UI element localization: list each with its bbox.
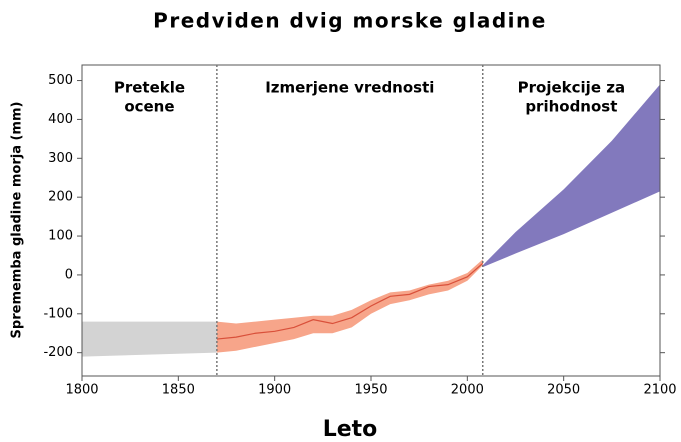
y-tick-label: 300 xyxy=(48,151,73,166)
x-axis-label: Leto xyxy=(323,417,378,442)
section-label: Pretekle xyxy=(114,79,185,97)
section-label: Projekcije za xyxy=(518,79,625,97)
section-label: prihodnost xyxy=(525,98,617,116)
y-tick-label: 200 xyxy=(48,190,73,205)
y-tick-label: -200 xyxy=(43,345,73,360)
x-tick-label: 2050 xyxy=(547,383,580,398)
y-tick-label: 100 xyxy=(48,229,73,244)
chart-title: Predviden dvig morske gladine xyxy=(153,9,547,33)
x-tick-label: 2000 xyxy=(451,383,484,398)
section-label: Izmerjene vrednosti xyxy=(265,79,434,97)
y-tick-label: 400 xyxy=(48,112,73,127)
x-tick-label: 2100 xyxy=(643,383,676,398)
line xyxy=(216,262,484,340)
band xyxy=(216,259,483,353)
band xyxy=(482,84,660,268)
x-tick-label: 1850 xyxy=(162,383,195,398)
y-tick-label: 0 xyxy=(65,267,73,282)
band xyxy=(82,321,217,357)
y-tick-label: -100 xyxy=(43,306,73,321)
x-tick-label: 1950 xyxy=(354,383,387,398)
x-tick-label: 1800 xyxy=(65,383,98,398)
y-tick-label: 500 xyxy=(48,73,73,88)
x-tick-label: 1900 xyxy=(258,383,291,398)
y-axis-label: Sprememba gladine morja (mm) xyxy=(10,102,25,339)
section-label: ocene xyxy=(124,98,174,116)
